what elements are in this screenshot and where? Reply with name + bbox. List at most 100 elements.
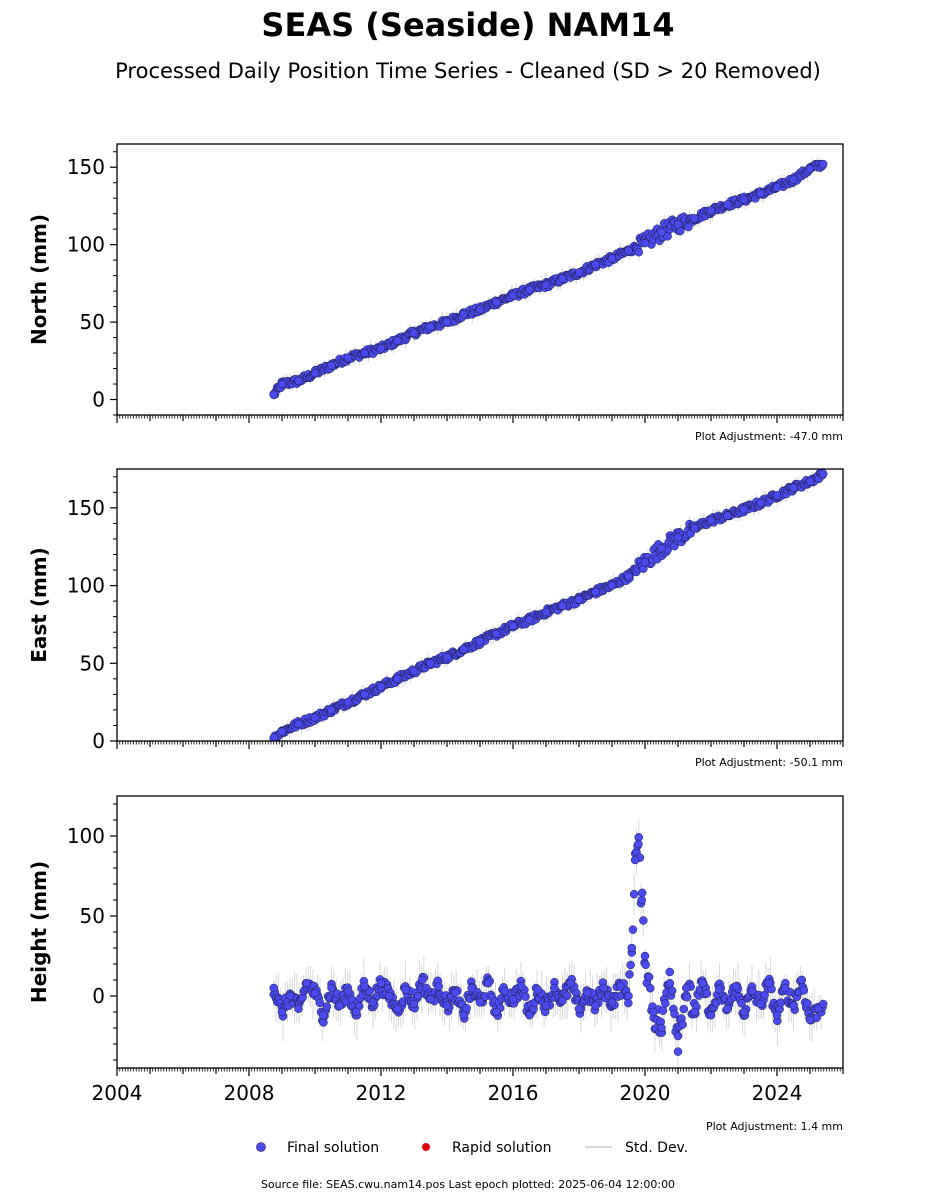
data-point [781,983,790,993]
data-point [818,159,828,169]
data-point [426,994,435,1004]
y-axis: 0 50 100 [67,803,117,1061]
data-point [401,985,410,994]
data-point [789,483,798,492]
data-point [805,477,815,486]
final-solution-sample [644,972,654,982]
data-point [525,615,534,625]
data-point [393,1004,402,1014]
data-point [467,983,476,993]
y-tick-label: 100 [67,824,105,848]
data-point [426,659,435,668]
y-axis: 0 50 100 150 [67,476,117,753]
data-point [269,390,278,400]
data-point [492,629,501,639]
data-point [797,975,806,985]
y-tick-label: 150 [67,496,105,520]
data-point [583,988,592,998]
final-solution-sample [665,979,675,988]
data-point [517,982,526,991]
y-axis-label: Height (mm) [27,861,51,1003]
data-point [739,195,749,204]
final-solution-sample [760,990,769,1000]
data-point [310,988,320,998]
data-point [376,344,386,353]
data-point [360,690,369,699]
data-point [508,621,518,631]
data-point [715,985,724,994]
y-tick-label: 0 [92,388,105,412]
final-solution-sample [678,1020,687,1029]
x-tick-label: 2008 [224,1081,275,1105]
data-point [451,988,460,998]
final-solution-sample [673,1047,683,1056]
final-solution-sample [661,999,670,1008]
data-point [690,523,699,533]
data-point [376,682,386,691]
data-point [756,498,765,508]
y-axis: 0 50 100 150 [67,151,117,416]
x-tick-label: 2024 [752,1081,803,1105]
final-solution-sample [462,1004,471,1013]
final-solution-sample [799,986,809,995]
data-point [302,978,311,988]
data-point [286,991,295,1001]
data-point [682,983,691,993]
panel-frame [116,143,844,416]
data-point [508,994,518,1004]
data-point [739,1007,749,1017]
data-point [706,1010,716,1020]
y-tick-label: 50 [80,310,105,334]
data-point [475,305,485,314]
final-solution-sample [658,1006,668,1015]
data-point [591,1001,600,1010]
data-point [731,982,740,991]
legend: Final solution Rapid solution Std. Dev. [256,1140,688,1156]
data-point [591,587,600,597]
data-point [327,705,336,715]
final-solution-sample [803,999,812,1008]
final-solution-sample [641,960,650,969]
plot-area [269,818,828,1068]
data-point [698,978,707,988]
data-point [723,1004,732,1014]
data-point [640,238,650,248]
data-point [343,697,353,707]
data-point [525,285,534,294]
chart-subtitle: Processed Daily Position Time Series - C… [115,59,821,83]
panel-3: 0 50 100 2004 2008 2012 2016 2020 2024 Height (mm… [27,795,844,1133]
data-point [690,214,699,223]
data-point [772,491,782,500]
legend-final-marker [256,1142,266,1152]
final-solution-sample [626,960,635,970]
data-point [319,1010,328,1020]
data-point [624,991,633,1001]
data-point [805,164,815,174]
data-point [665,967,674,977]
data-point [789,1001,798,1010]
data-point [525,1010,534,1020]
data-point [442,652,452,662]
y-tick-label: 50 [80,651,105,675]
data-point [637,895,646,905]
data-point [310,368,320,378]
data-point [591,260,600,270]
data-point [343,353,353,362]
data-point [360,982,369,991]
data-point [756,189,765,198]
data-point [657,544,666,553]
data-point [277,727,287,736]
data-point [640,951,650,961]
data-point [690,1007,699,1017]
x-tick-label: 2016 [488,1081,539,1105]
final-solution-points [269,833,828,1056]
data-point [764,978,773,988]
final-solution-sample [624,998,633,1008]
final-solution-sample [628,925,638,934]
data-point [459,310,468,319]
data-point [657,228,666,237]
data-point [533,985,542,994]
data-point [335,1001,344,1010]
plot-area [269,469,828,741]
